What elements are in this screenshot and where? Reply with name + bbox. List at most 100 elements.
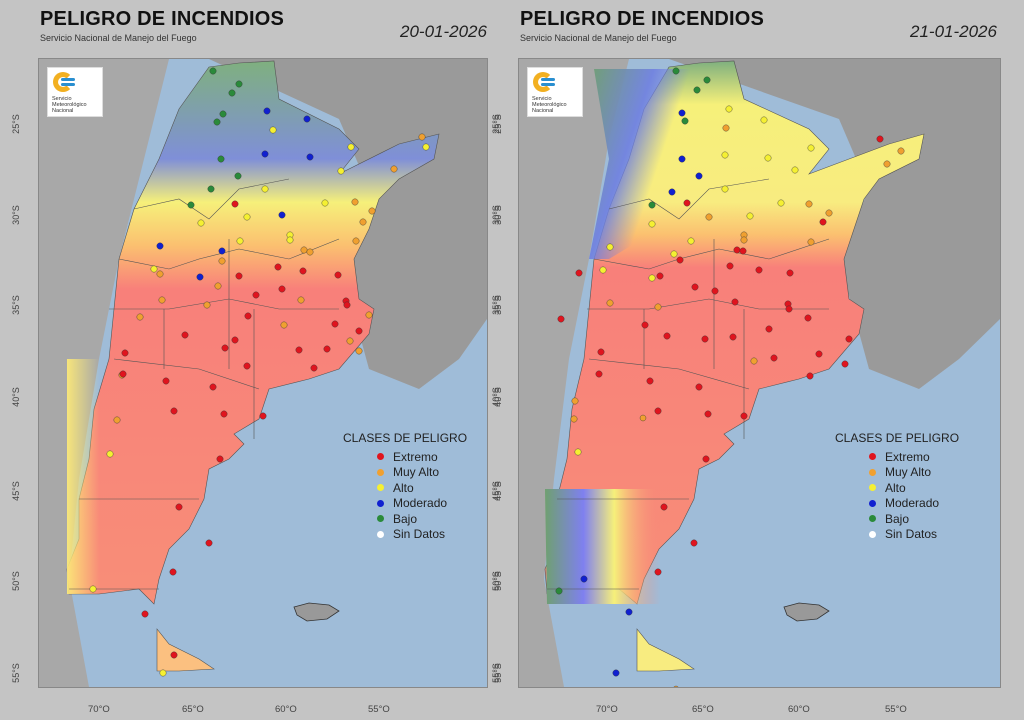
white-dot-icon <box>869 530 876 538</box>
legend-label: Alto <box>393 480 414 495</box>
logo-ring-icon <box>533 72 553 92</box>
green-dot-icon <box>377 515 384 523</box>
legend-label: Bajo <box>393 511 418 526</box>
logo-line3: Nacional <box>532 108 554 114</box>
map-title: PELIGRO DE INCENDIOS <box>40 8 285 30</box>
lon-label: 55°O <box>885 704 907 715</box>
fire-danger-map-panel-day1: PELIGRO DE INCENDIOS Servicio Nacional d… <box>10 8 503 715</box>
argentina-map <box>39 59 487 687</box>
logo-wave-icon <box>61 83 75 86</box>
lat-label: 45°S <box>10 481 21 501</box>
legend-item-alto: Alto <box>377 480 467 496</box>
lat-label: 35°S <box>490 295 501 315</box>
fire-danger-map-panel-day2: PELIGRO DE INCENDIOS Servicio Nacional d… <box>491 0 1024 720</box>
lat-label: 55°S <box>490 663 501 683</box>
legend-item-sin-datos: Sin Datos <box>869 527 959 543</box>
legend-label: Extremo <box>393 449 438 464</box>
legend-item-sin-datos: Sin Datos <box>377 527 467 543</box>
legend-item-moderado: Moderado <box>377 496 467 512</box>
legend-title: CLASES DE PELIGRO <box>343 431 468 445</box>
lat-label: 25°S <box>490 114 501 134</box>
tierra-del-fuego <box>156 628 215 672</box>
legend-label: Muy Alto <box>393 465 440 480</box>
red-dot-icon <box>869 453 876 461</box>
map-title: PELIGRO DE INCENDIOS <box>520 8 765 30</box>
logo-line1: Servicio <box>532 96 552 102</box>
argentina-map <box>519 59 1000 687</box>
lat-label: 50°S <box>490 571 501 591</box>
legend-item-bajo: Bajo <box>377 511 467 527</box>
lon-label: 60°O <box>275 704 297 715</box>
legend-item-bajo: Bajo <box>869 511 959 527</box>
lon-label: 70°O <box>596 704 618 715</box>
white-dot-icon <box>377 530 384 538</box>
map-area: Servicio Meteorológico Nacional CLASES D… <box>38 58 488 688</box>
logo-line1: Servicio <box>52 96 72 102</box>
legend-label: Sin Datos <box>885 527 938 542</box>
orange-dot-icon <box>377 468 384 476</box>
logo-text: Servicio Meteorológico Nacional <box>52 96 87 114</box>
province-borders <box>69 178 340 590</box>
smn-logo: Servicio Meteorológico Nacional <box>527 67 583 117</box>
malvinas-islands <box>293 602 340 622</box>
danger-legend: CLASES DE PELIGRO Extremo Muy Alto Alto … <box>343 431 467 542</box>
andes-alto-band <box>67 359 159 594</box>
lat-label: 40°S <box>490 387 501 407</box>
legend-label: Sin Datos <box>393 527 446 542</box>
smn-logo: Servicio Meteorológico Nacional <box>47 67 103 117</box>
lon-label: 60°O <box>788 704 810 715</box>
legend-item-moderado: Moderado <box>869 496 959 512</box>
logo-text: Servicio Meteorológico Nacional <box>532 96 567 114</box>
logo-line2: Meteorológico <box>532 102 567 108</box>
lat-label: 30°S <box>10 205 21 225</box>
lon-label: 70°O <box>88 704 110 715</box>
weather-stations <box>555 67 905 687</box>
tierra-del-fuego <box>636 628 695 672</box>
legend-label: Moderado <box>393 496 448 511</box>
map-area: Servicio Meteorológico Nacional CLASES D… <box>518 58 1001 688</box>
lat-label: 50°S <box>10 571 21 591</box>
legend-item-extremo: Extremo <box>377 449 467 465</box>
map-date: 20-01-2026 <box>400 22 487 41</box>
blue-dot-icon <box>869 499 876 507</box>
yellow-dot-icon <box>869 484 876 492</box>
legend-item-extremo: Extremo <box>869 449 959 465</box>
lat-label: 35°S <box>10 295 21 315</box>
legend-item-muy-alto: Muy Alto <box>869 465 959 481</box>
lat-label: 45°S <box>490 481 501 501</box>
danger-legend: CLASES DE PELIGRO Extremo Muy Alto Alto … <box>835 431 959 542</box>
northwest-bajo-moderado-zone <box>589 69 749 259</box>
weather-stations <box>89 67 430 677</box>
logo-line2: Meteorológico <box>52 102 87 108</box>
lon-label: 55°O <box>368 704 390 715</box>
green-dot-icon <box>869 515 876 523</box>
legend-item-alto: Alto <box>869 480 959 496</box>
lon-label: 65°O <box>182 704 204 715</box>
lon-label: 65°O <box>692 704 714 715</box>
lat-label: 25°S <box>10 114 21 134</box>
red-dot-icon <box>377 453 384 461</box>
legend-title: CLASES DE PELIGRO <box>835 431 960 445</box>
legend-label: Moderado <box>885 496 940 511</box>
malvinas-islands <box>783 602 830 622</box>
logo-wave-icon <box>541 78 555 81</box>
lat-label: 30°S <box>490 205 501 225</box>
yellow-dot-icon <box>377 484 384 492</box>
legend-label: Extremo <box>885 449 930 464</box>
logo-wave-icon <box>61 78 75 81</box>
lat-label: 40°S <box>10 387 21 407</box>
legend-item-muy-alto: Muy Alto <box>377 465 467 481</box>
map-subtitle: Servicio Nacional de Manejo del Fuego <box>520 33 677 43</box>
logo-line3: Nacional <box>52 108 74 114</box>
blue-dot-icon <box>377 499 384 507</box>
orange-dot-icon <box>869 468 876 476</box>
logo-ring-icon <box>53 72 73 92</box>
lat-label: 55°S <box>10 663 21 683</box>
legend-label: Bajo <box>885 511 910 526</box>
patagonia-west-zone <box>545 489 699 604</box>
map-subtitle: Servicio Nacional de Manejo del Fuego <box>40 33 197 43</box>
legend-label: Alto <box>885 480 906 495</box>
logo-wave-icon <box>541 83 555 86</box>
map-date: 21-01-2026 <box>910 22 997 41</box>
legend-label: Muy Alto <box>885 465 932 480</box>
